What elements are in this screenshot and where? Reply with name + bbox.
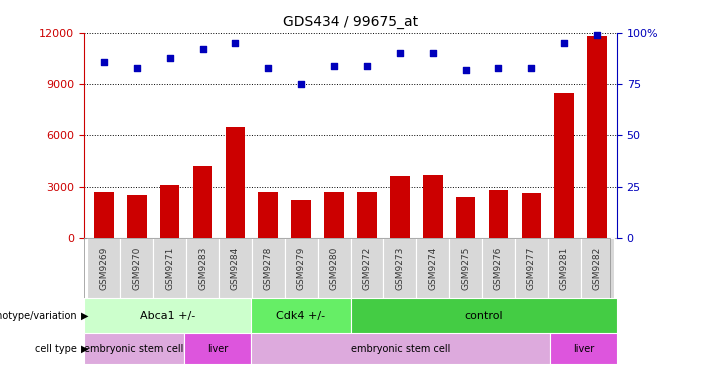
Text: Abca1 +/-: Abca1 +/- <box>139 311 195 321</box>
Text: GSM9270: GSM9270 <box>132 246 141 290</box>
Bar <box>84 333 184 364</box>
Bar <box>160 185 179 238</box>
Text: GSM9277: GSM9277 <box>527 246 536 290</box>
Bar <box>318 238 350 298</box>
Text: GSM9280: GSM9280 <box>329 246 339 290</box>
Text: GSM9284: GSM9284 <box>231 246 240 290</box>
Bar <box>550 333 617 364</box>
Text: control: control <box>464 311 503 321</box>
Text: GSM9271: GSM9271 <box>165 246 174 290</box>
Bar <box>324 192 344 238</box>
Point <box>164 55 175 60</box>
Bar <box>186 238 219 298</box>
Bar <box>449 238 482 298</box>
Bar <box>94 192 114 238</box>
Bar <box>219 238 252 298</box>
Text: embryonic stem cell: embryonic stem cell <box>350 344 450 354</box>
Bar <box>127 195 147 238</box>
Bar <box>522 194 541 238</box>
Bar <box>587 36 607 238</box>
Bar <box>226 127 245 238</box>
Bar <box>489 190 508 238</box>
Point <box>197 46 208 52</box>
Point <box>493 65 504 71</box>
Text: GSM9279: GSM9279 <box>297 246 306 290</box>
Point <box>296 81 307 87</box>
Point <box>131 65 142 71</box>
Bar <box>292 200 311 238</box>
Bar <box>251 298 350 333</box>
Text: genotype/variation: genotype/variation <box>0 311 77 321</box>
Text: Cdk4 +/-: Cdk4 +/- <box>276 311 325 321</box>
Bar <box>423 175 442 238</box>
Point <box>361 63 372 69</box>
Bar <box>259 192 278 238</box>
Bar <box>482 238 515 298</box>
Point <box>427 51 438 56</box>
Bar <box>154 238 186 298</box>
Text: GSM9276: GSM9276 <box>494 246 503 290</box>
Point <box>329 63 340 69</box>
Text: GSM9283: GSM9283 <box>198 246 207 290</box>
Point <box>394 51 405 56</box>
Point <box>263 65 274 71</box>
Text: GSM9282: GSM9282 <box>592 246 601 290</box>
Bar <box>416 238 449 298</box>
Bar <box>350 298 617 333</box>
Text: GSM9281: GSM9281 <box>560 246 569 290</box>
Text: GSM9275: GSM9275 <box>461 246 470 290</box>
Point <box>559 40 570 46</box>
Bar <box>350 238 383 298</box>
Text: liver: liver <box>573 344 594 354</box>
Bar <box>184 333 251 364</box>
Bar <box>251 333 550 364</box>
Bar <box>88 238 121 298</box>
Point <box>526 65 537 71</box>
Bar <box>383 238 416 298</box>
Bar <box>252 238 285 298</box>
Text: ▶: ▶ <box>81 344 88 354</box>
Point <box>230 40 241 46</box>
Point <box>592 32 603 38</box>
Text: liver: liver <box>207 344 228 354</box>
Bar <box>580 238 613 298</box>
Text: embryonic stem cell: embryonic stem cell <box>84 344 184 354</box>
Title: GDS434 / 99675_at: GDS434 / 99675_at <box>283 15 418 29</box>
Bar <box>357 192 377 238</box>
Bar <box>390 176 409 238</box>
Text: cell type: cell type <box>35 344 77 354</box>
Text: ▶: ▶ <box>81 311 88 321</box>
Bar <box>121 238 154 298</box>
Bar <box>193 166 212 238</box>
Text: GSM9272: GSM9272 <box>362 246 372 290</box>
Text: GSM9278: GSM9278 <box>264 246 273 290</box>
Point <box>98 59 109 64</box>
Text: GSM9269: GSM9269 <box>100 246 109 290</box>
Bar <box>554 93 574 238</box>
Bar <box>456 197 475 238</box>
Bar <box>547 238 580 298</box>
Bar <box>84 298 251 333</box>
Text: GSM9273: GSM9273 <box>395 246 404 290</box>
Bar <box>515 238 547 298</box>
Point <box>460 67 471 73</box>
Bar <box>285 238 318 298</box>
Text: GSM9274: GSM9274 <box>428 246 437 290</box>
